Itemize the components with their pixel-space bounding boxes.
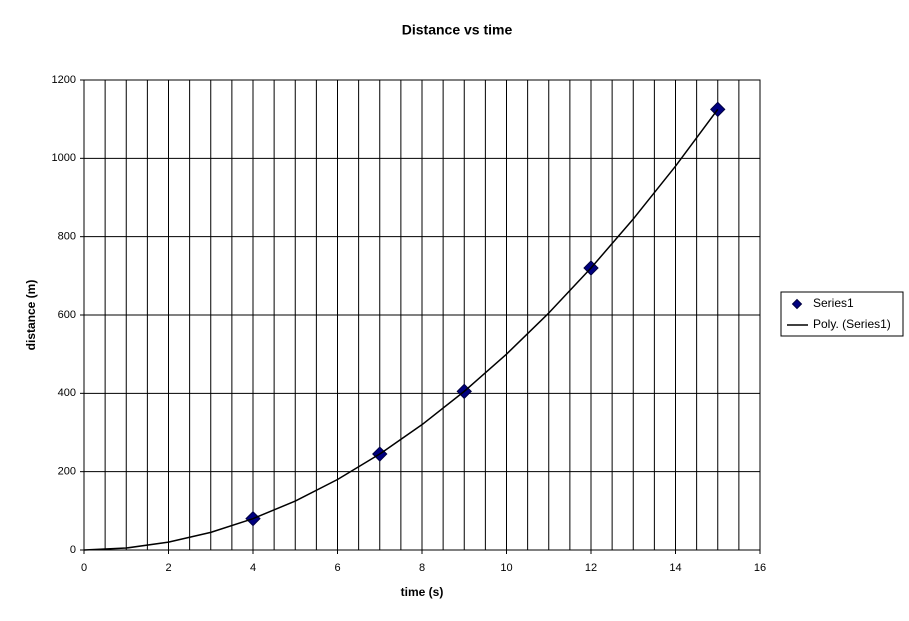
x-tick-label: 8 — [419, 562, 425, 574]
plot-border — [83, 79, 761, 551]
y-tick-label: 200 — [58, 466, 76, 478]
x-tick-label: 0 — [81, 562, 87, 574]
x-tick-label: 16 — [754, 562, 766, 574]
trendline — [83, 108, 719, 551]
legend-marker — [791, 298, 803, 310]
y-tick-label: 800 — [58, 231, 76, 243]
y-tick-label: 400 — [58, 387, 76, 399]
legend-label: Poly. (Series1) — [813, 317, 891, 331]
y-tick-label: 0 — [70, 544, 76, 556]
legend-label: Series1 — [813, 296, 854, 310]
x-tick-label: 12 — [585, 562, 597, 574]
y-axis-label: distance (m) — [24, 280, 38, 351]
y-tick-label: 1200 — [52, 74, 76, 86]
y-tick-label: 600 — [58, 309, 76, 321]
x-axis-label: time (s) — [401, 585, 444, 599]
y-tick-label: 1000 — [52, 152, 76, 164]
x-tick-label: 4 — [250, 562, 256, 574]
legend-box — [780, 291, 904, 337]
x-tick-label: 6 — [334, 562, 340, 574]
x-tick-label: 10 — [500, 562, 512, 574]
x-tick-label: 2 — [165, 562, 171, 574]
x-tick-label: 14 — [669, 562, 681, 574]
chart-title: Distance vs time — [402, 22, 513, 38]
